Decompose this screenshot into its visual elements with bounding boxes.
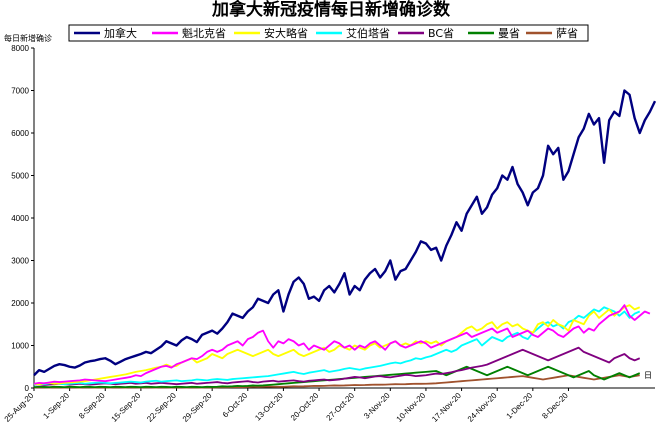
y-tick-label: 1000	[11, 342, 29, 351]
x-tick-label: 1-Sep-20	[41, 391, 71, 421]
x-tick-label: 1-Dec-20	[505, 391, 535, 421]
series-line-1	[33, 304, 651, 385]
chart-title: 加拿大新冠疫情每日新增确诊数	[211, 0, 451, 20]
y-axis-label: 每日新增确诊	[4, 33, 52, 43]
series-line-0	[33, 89, 657, 377]
x-tick-label: 17-Nov-20	[430, 391, 463, 424]
legend-label-4: BC省	[428, 27, 454, 40]
legend: 加拿大 魁北克省 安大略省 艾伯塔省 BC省 曼省 萨省	[74, 26, 578, 40]
y-tick-label: 2000	[11, 299, 29, 308]
x-tick-label: 10-Nov-20	[395, 391, 428, 424]
y-tick-label: 5000	[11, 172, 29, 181]
y-tick-label: 3000	[11, 257, 29, 266]
x-axis-label: 日	[644, 371, 652, 380]
x-tick-label: 6-Oct-20	[221, 391, 250, 420]
x-tick-label: 25-Aug-20	[3, 391, 36, 424]
x-tick-label: 8-Sep-20	[77, 391, 107, 421]
legend-label-0: 加拿大	[104, 26, 137, 40]
y-tick-label: 4000	[11, 214, 29, 223]
x-tick-label: 3-Nov-20	[362, 391, 392, 421]
y-tick-label: 6000	[11, 129, 29, 138]
y-tick-label: 7000	[11, 87, 29, 96]
x-tick-label: 20-Oct-20	[289, 391, 321, 423]
legend-label-5: 曼省	[498, 27, 520, 40]
x-tick-label: 15-Sep-20	[110, 391, 143, 424]
series-line-3	[33, 306, 641, 386]
legend-label-1: 魁北克省	[182, 26, 226, 40]
x-tick-label: 29-Sep-20	[181, 391, 214, 424]
x-tick-label: 8-Dec-20	[540, 391, 570, 421]
x-tick-label: 22-Sep-20	[145, 391, 178, 424]
x-tick-label: 24-Nov-20	[466, 391, 499, 424]
x-ticks: 25-Aug-20 1-Sep-20 8-Sep-20 15-Sep-20 22-Sep…	[3, 388, 570, 424]
legend-label-3: 艾伯塔省	[346, 26, 390, 40]
legend-label-6: 萨省	[556, 27, 578, 40]
series-line-4	[33, 346, 641, 386]
y-ticks: 0 1000 2000 3000 4000 5000 6000 7000 8000	[11, 44, 34, 393]
x-tick-label: 27-Oct-20	[325, 391, 357, 423]
series-line-2	[33, 304, 641, 386]
y-tick-label: 0	[25, 384, 30, 393]
series-group	[33, 89, 657, 389]
plot-area: 0 1000 2000 3000 4000 5000 6000 7000 8000 25-Aug…	[3, 44, 657, 424]
y-tick-label: 8000	[11, 44, 29, 53]
legend-label-2: 安大略省	[264, 26, 308, 40]
x-tick-label: 13-Oct-20	[253, 391, 285, 423]
